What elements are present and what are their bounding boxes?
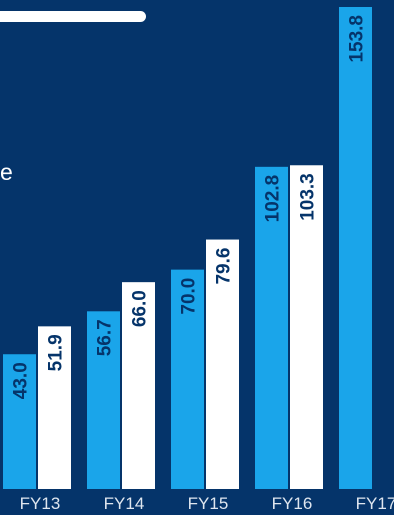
bar-fy14-series-2 bbox=[122, 282, 155, 489]
bar-fy14-series-1 bbox=[87, 311, 120, 489]
value-label-fy15-series-2: 79.6 bbox=[214, 248, 235, 285]
tick-label-fy17: FY17 bbox=[356, 494, 394, 513]
bar-fy15-series-2 bbox=[206, 239, 239, 489]
bar-fy16-series-2 bbox=[290, 165, 323, 489]
tick-label-fy13: FY13 bbox=[20, 494, 61, 513]
tick-label-fy14: FY14 bbox=[104, 494, 145, 513]
bar-fy13-series-2 bbox=[38, 326, 71, 489]
bar-fy17-series-1 bbox=[339, 7, 372, 489]
tick-label-fy16: FY16 bbox=[272, 494, 313, 513]
value-label-fy13-series-2: 51.9 bbox=[46, 334, 67, 371]
x-axis-ticks: FY13 FY14 FY15 FY16 FY17 bbox=[20, 494, 394, 513]
value-label-fy17-series-1: 153.8 bbox=[347, 15, 368, 63]
text-fragment: e bbox=[0, 159, 13, 185]
value-label-fy13-series-1: 43.0 bbox=[11, 362, 32, 399]
bars-group: 43.0 51.9 56.7 66.0 70.0 79.6 102.8 103.3 153.8 bbox=[3, 7, 372, 490]
tick-label-fy15: FY15 bbox=[188, 494, 229, 513]
value-label-fy15-series-1: 70.0 bbox=[179, 278, 200, 315]
bar-fy16-series-1 bbox=[255, 166, 288, 490]
value-label-fy14-series-2: 66.0 bbox=[130, 290, 151, 327]
bar-fy13-series-1 bbox=[3, 354, 36, 489]
top-rule bbox=[0, 11, 146, 22]
bar-fy15-series-1 bbox=[171, 269, 204, 489]
value-label-fy14-series-1: 56.7 bbox=[95, 319, 116, 356]
value-label-fy16-series-2: 103.3 bbox=[298, 173, 319, 221]
value-label-fy16-series-1: 102.8 bbox=[263, 175, 284, 223]
